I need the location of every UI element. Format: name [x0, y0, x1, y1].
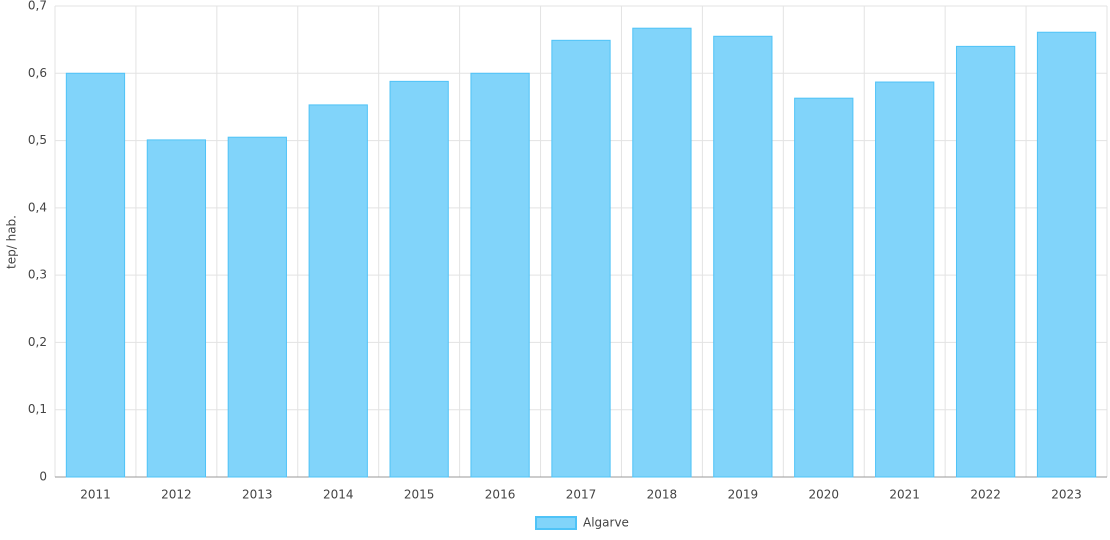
bar [470, 72, 530, 478]
y-tick-label: 0,1 [28, 402, 47, 416]
x-tick-label: 2014 [323, 488, 354, 502]
bar [308, 104, 368, 478]
x-tick-label: 2018 [647, 488, 678, 502]
y-tick-label: 0,6 [28, 66, 47, 80]
bar [713, 35, 773, 478]
bar [632, 27, 692, 478]
y-tick-label: 0 [39, 470, 47, 484]
x-tick-label: 2015 [404, 488, 435, 502]
y-tick-label: 0,2 [28, 335, 47, 349]
x-tick-label: 2012 [161, 488, 192, 502]
x-tick-label: 2021 [889, 488, 920, 502]
bar [875, 81, 935, 478]
bar [955, 45, 1016, 478]
x-tick-label: 2016 [485, 488, 516, 502]
y-tick-label: 0,7 [28, 0, 47, 13]
legend-label: Algarve [583, 516, 629, 530]
x-tick-label: 2019 [728, 488, 759, 502]
x-tick-label: 2011 [80, 488, 111, 502]
x-tick-label: 2023 [1051, 488, 1082, 502]
x-tick-label: 2022 [970, 488, 1001, 502]
bar [551, 39, 611, 478]
y-tick-label: 0,5 [28, 133, 47, 147]
bar [146, 139, 207, 478]
x-tick-label: 2020 [808, 488, 839, 502]
x-tick-label: 2017 [566, 488, 597, 502]
y-axis-label: tep/ hab. [5, 215, 19, 269]
bar [65, 72, 126, 478]
bar [389, 80, 449, 478]
legend-swatch [535, 516, 577, 530]
bar [794, 97, 854, 478]
y-tick-label: 0,3 [28, 268, 47, 282]
bar [1036, 31, 1097, 478]
y-tick-label: 0,4 [28, 200, 47, 214]
bar [227, 136, 287, 478]
x-tick-label: 2013 [242, 488, 273, 502]
